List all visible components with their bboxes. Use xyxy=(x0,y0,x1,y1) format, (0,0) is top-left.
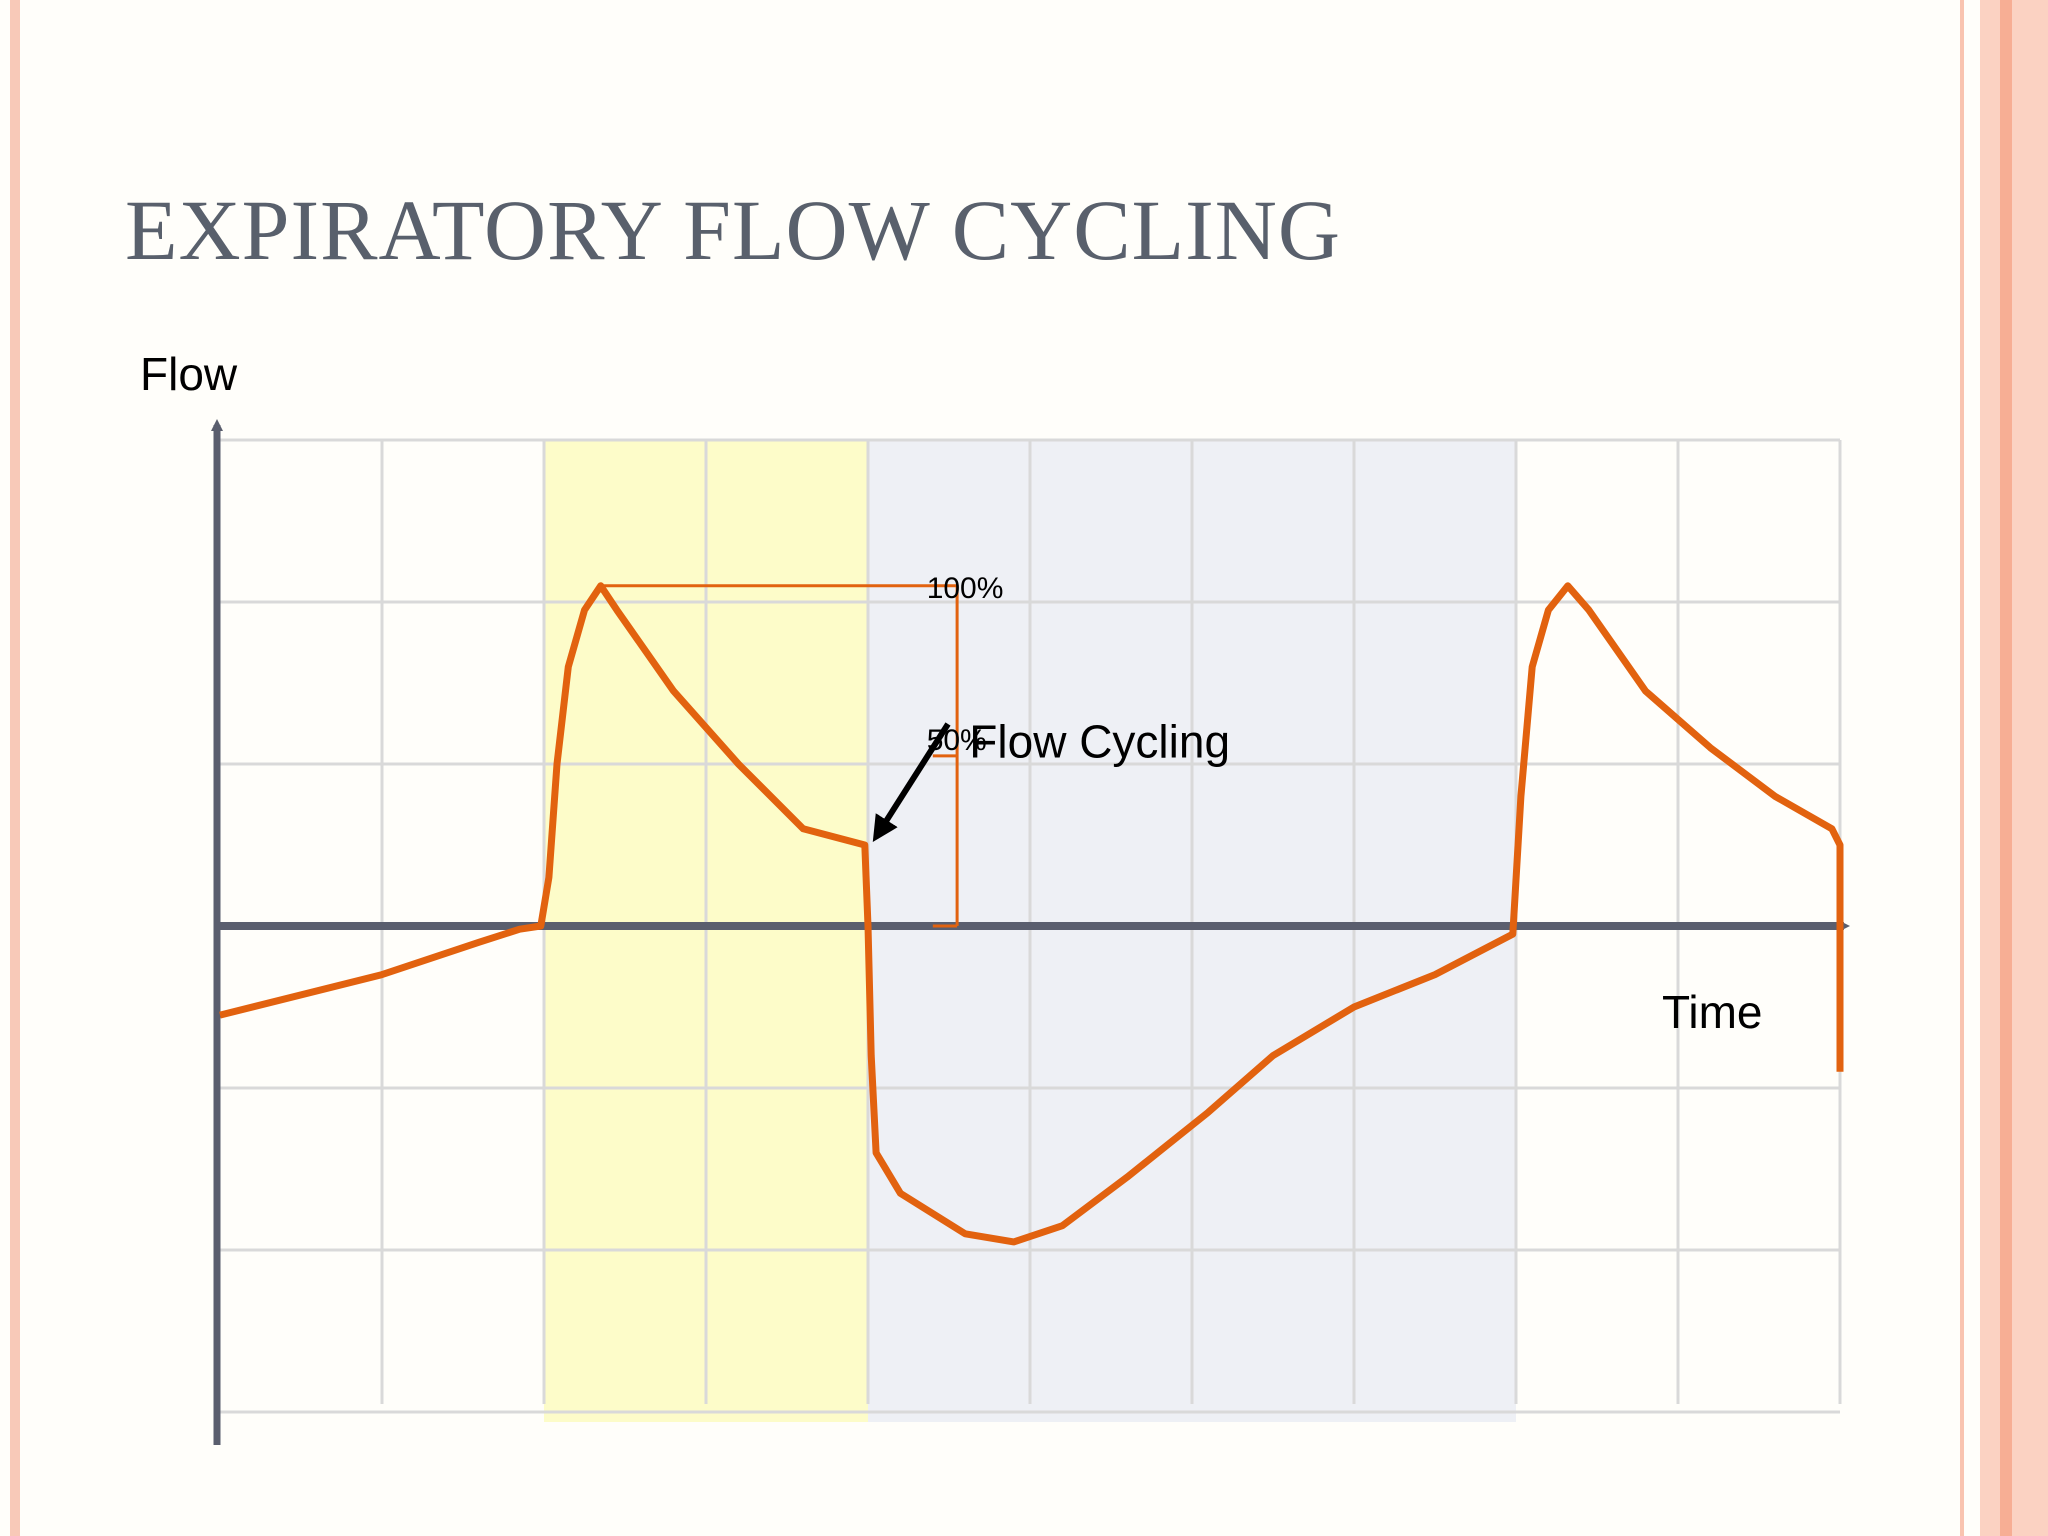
annotation-flow-cycling: Flow Cycling xyxy=(969,716,1230,768)
y-axis-label: Flow xyxy=(140,348,238,400)
annotation-100-percent: 100% xyxy=(927,572,1004,605)
x-axis-label: Time xyxy=(1662,986,1763,1038)
right-border-stripe-wide xyxy=(1980,0,2048,1536)
flow-cycling-arrow xyxy=(872,722,951,843)
flow-waveform-line xyxy=(219,582,1844,1246)
slide-title: EXPIRATORY FLOW CYCLING xyxy=(125,182,1341,278)
right-border-stripe-inner xyxy=(2000,0,2012,1536)
left-border-stripe xyxy=(10,0,20,1536)
right-border-stripe-thin xyxy=(1960,0,1964,1536)
